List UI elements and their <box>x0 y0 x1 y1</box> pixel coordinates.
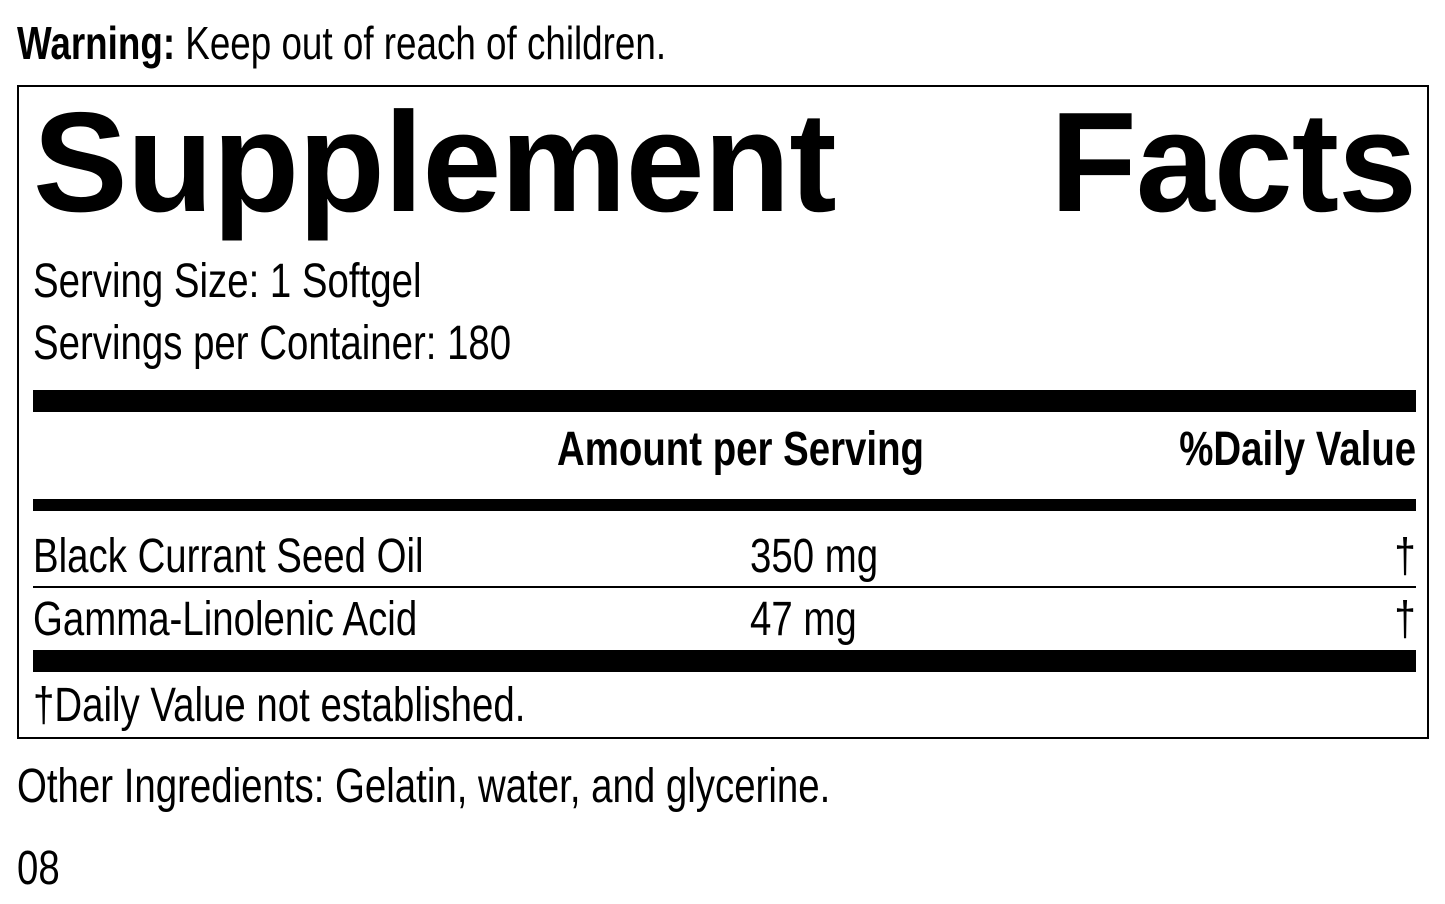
panel-title: Supplement Facts <box>33 83 1417 242</box>
row-amount: 47 mg <box>750 593 857 646</box>
thin-divider <box>33 586 1416 588</box>
row-name: Gamma-Linolenic Acid <box>33 593 418 646</box>
servings-per-container: Servings per Container: 180 <box>33 317 512 370</box>
warning-text: Warning: Keep out of reach of children. <box>17 20 666 66</box>
medium-divider <box>33 499 1416 511</box>
warning-body: Keep out of reach of children. <box>175 17 667 69</box>
row-amount: 350 mg <box>750 530 879 583</box>
other-ingredients: Other Ingredients: Gelatin, water, and g… <box>17 760 831 813</box>
supplement-facts-panel <box>17 85 1429 739</box>
row-name: Black Currant Seed Oil <box>33 530 424 583</box>
product-code: 08 <box>17 842 60 895</box>
header-daily-value: %Daily Value <box>1179 423 1416 476</box>
thick-divider <box>33 650 1416 672</box>
thick-divider <box>33 390 1416 412</box>
serving-size: Serving Size: 1 Softgel <box>33 255 422 308</box>
warning-label: Warning: <box>17 17 176 69</box>
header-amount: Amount per Serving <box>557 423 924 476</box>
footnote: †Daily Value not established. <box>33 679 526 732</box>
row-dv: † <box>1394 593 1416 646</box>
title-word-1: Supplement <box>33 83 837 242</box>
title-word-2: Facts <box>1050 83 1417 242</box>
row-dv: † <box>1394 530 1416 583</box>
